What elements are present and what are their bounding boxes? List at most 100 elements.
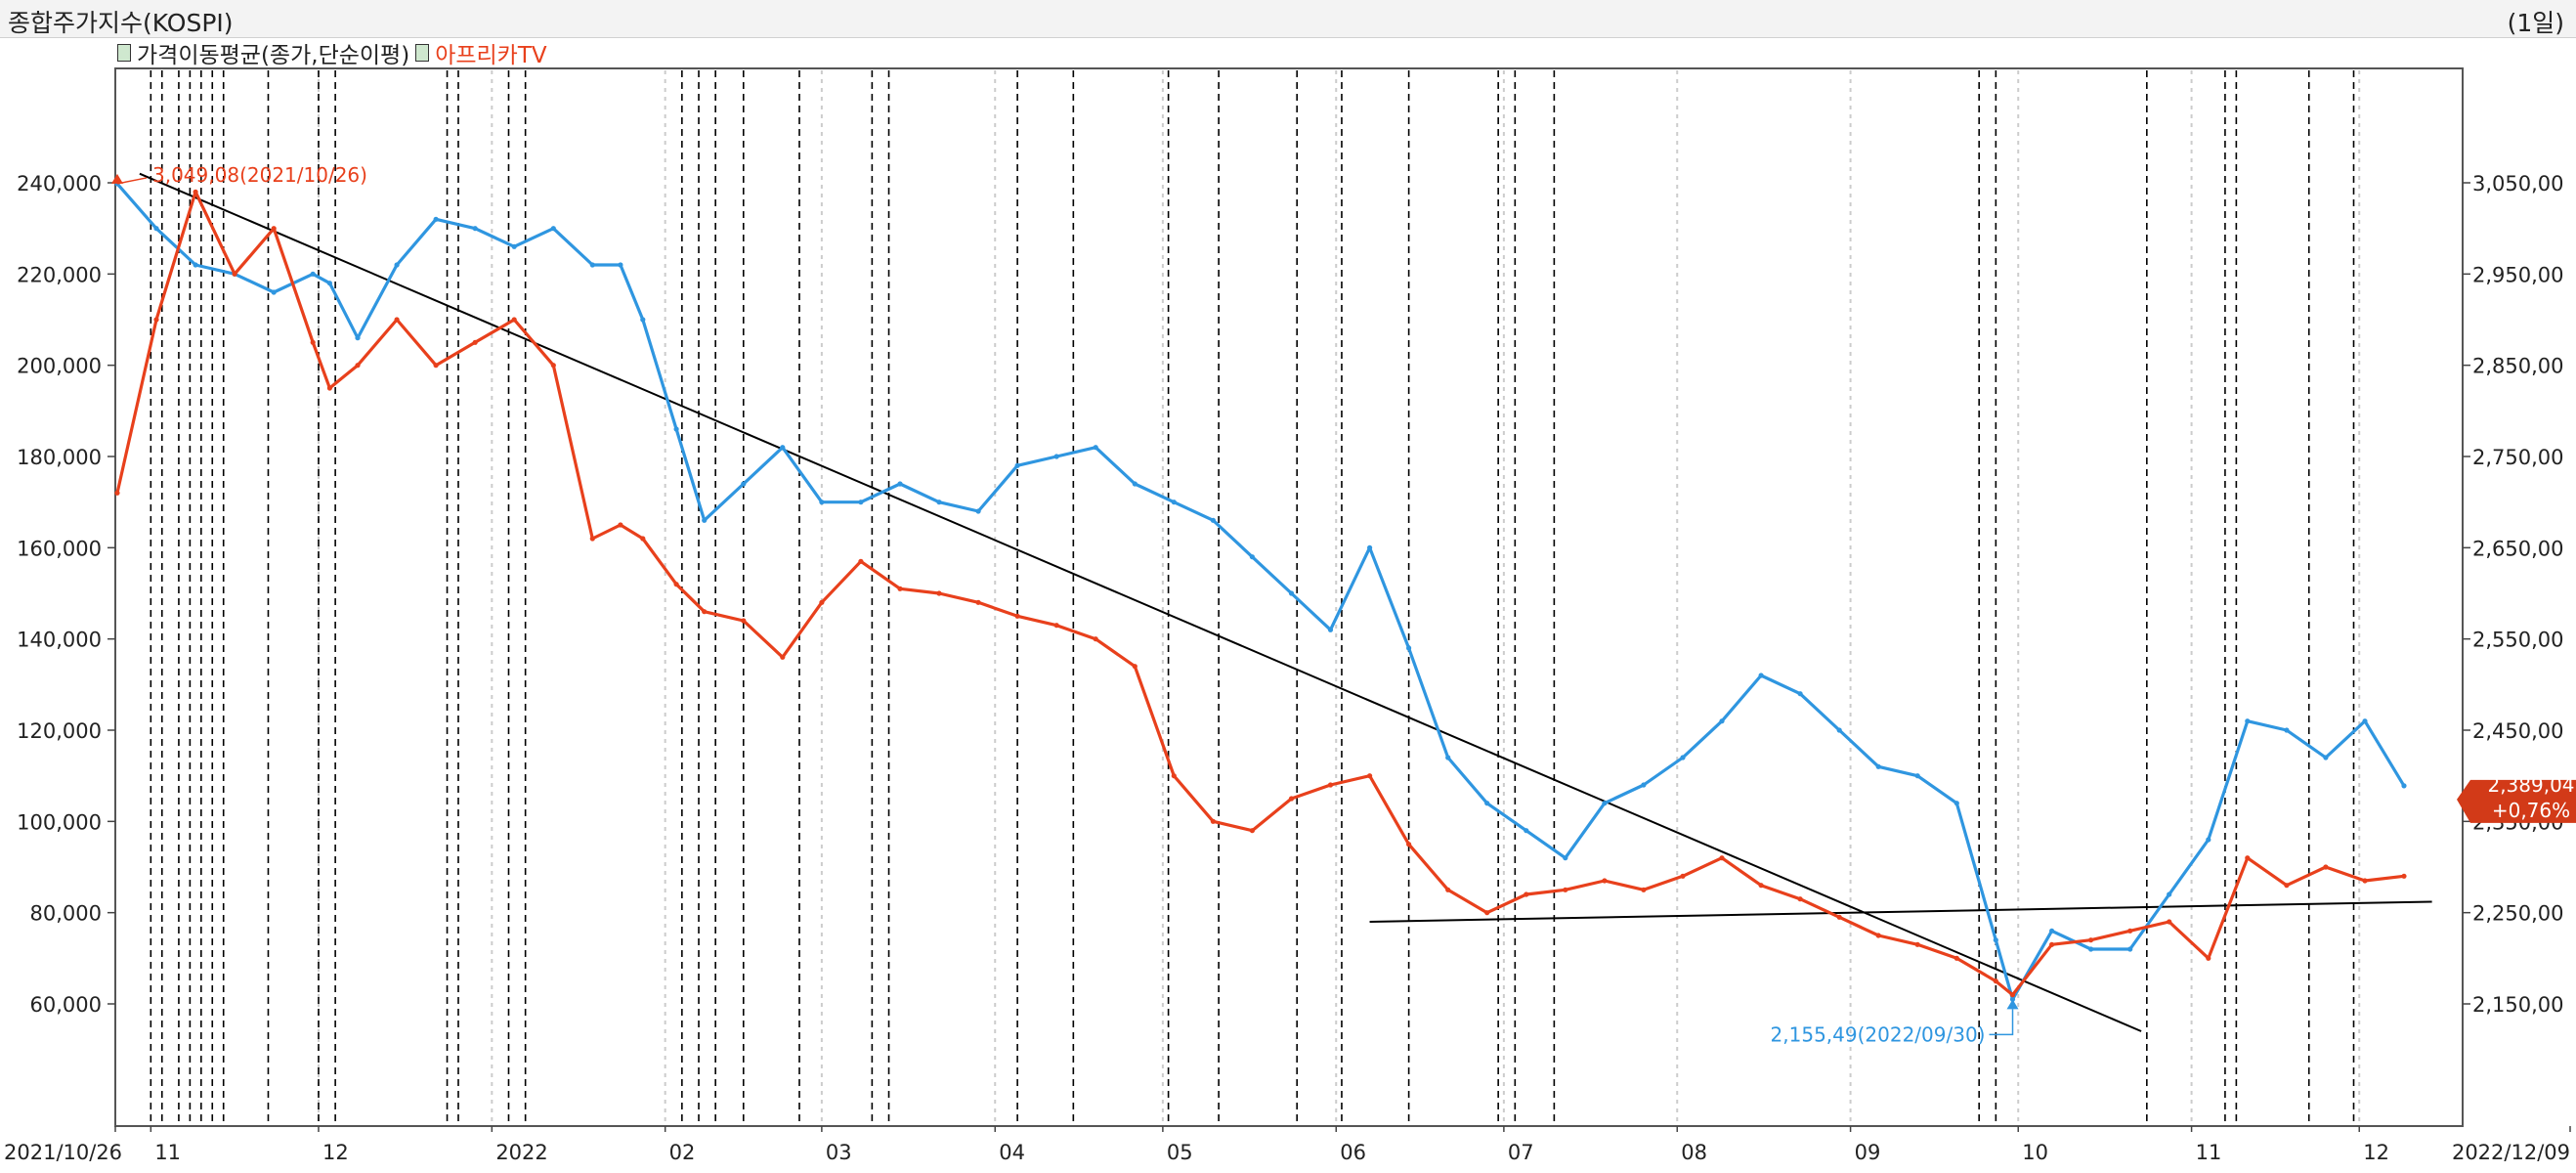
right-axis-label: 2,550,00 bbox=[2472, 629, 2564, 652]
kospi-point bbox=[618, 262, 623, 268]
kospi-point bbox=[640, 317, 646, 323]
kospi-point bbox=[1367, 544, 1373, 550]
afreecatv-point bbox=[1445, 887, 1451, 892]
kospi-point bbox=[472, 226, 478, 232]
left-axis-label: 240,000 bbox=[17, 172, 102, 196]
kospi-point bbox=[1524, 828, 1529, 834]
current-change-label: +0,76% bbox=[2492, 799, 2570, 822]
kospi-point bbox=[2088, 946, 2094, 952]
kospi-point bbox=[897, 481, 903, 487]
kospi-point bbox=[1914, 773, 1920, 779]
kospi-point bbox=[1758, 673, 1764, 678]
afreecatv-point bbox=[2362, 878, 2368, 884]
kospi-point bbox=[310, 271, 316, 277]
afreecatv-point bbox=[1563, 887, 1568, 892]
x-axis-label: 05 bbox=[1167, 1141, 1193, 1164]
kospi-point bbox=[1327, 627, 1334, 632]
kospi-point bbox=[1093, 445, 1098, 451]
title-bar: 종합주가지수(KOSPI) (1일) bbox=[0, 0, 2576, 38]
kospi-point bbox=[2362, 718, 2368, 724]
afreecatv-point bbox=[936, 590, 942, 596]
kospi-point bbox=[1171, 500, 1177, 505]
afreecatv-point bbox=[1327, 782, 1334, 788]
legend-item-afreecatv: 아프리카TV bbox=[435, 43, 547, 68]
kospi-point bbox=[1132, 481, 1138, 487]
period-label[interactable]: (1일) bbox=[2507, 9, 2564, 37]
current-price-label: 2,389,04 bbox=[2487, 773, 2574, 797]
legend-checkbox-afreeca[interactable] bbox=[415, 44, 430, 62]
afreecatv-point bbox=[550, 363, 556, 369]
kospi-point bbox=[153, 226, 159, 232]
kospi-point bbox=[1602, 801, 1608, 806]
kospi-point bbox=[355, 335, 361, 341]
afreecatv-point bbox=[2323, 864, 2329, 870]
x-axis-label: 09 bbox=[1855, 1141, 1881, 1164]
afreecatv-point bbox=[975, 599, 981, 605]
afreecatv-point bbox=[1719, 855, 1725, 861]
afreecatv-point bbox=[2245, 855, 2251, 861]
afreecatv-point bbox=[433, 363, 439, 369]
kospi-point bbox=[2284, 727, 2290, 733]
legend-checkbox-ma[interactable] bbox=[117, 44, 131, 62]
left-axis-label: 200,000 bbox=[17, 355, 102, 378]
x-axis-label: 03 bbox=[826, 1141, 852, 1164]
kospi-point bbox=[1445, 755, 1451, 760]
afreecatv-point bbox=[1875, 933, 1881, 938]
x-axis-label: 06 bbox=[1340, 1141, 1366, 1164]
afreecatv-line bbox=[115, 190, 2405, 997]
afreecatv-point bbox=[858, 558, 864, 564]
afreecatv-point bbox=[1171, 773, 1177, 779]
kospi-line bbox=[115, 182, 2406, 1001]
afreecatv-point bbox=[394, 317, 400, 323]
kospi-point bbox=[1836, 727, 1842, 733]
x-axis-label: 11 bbox=[154, 1141, 181, 1164]
afreecatv-point bbox=[271, 226, 277, 232]
afreecatv-point bbox=[472, 339, 478, 345]
x-axis-label: 2022/12/09 bbox=[2452, 1141, 2570, 1164]
right-axis-label: 2,750,00 bbox=[2472, 446, 2564, 469]
afreecatv-point bbox=[2284, 883, 2290, 889]
x-axis-label: 02 bbox=[669, 1141, 696, 1164]
kospi-point bbox=[1484, 801, 1490, 806]
afreecatv-point bbox=[114, 490, 120, 496]
afreecatv-point bbox=[897, 586, 903, 591]
left-axis-label: 80,000 bbox=[30, 902, 102, 926]
current-price-badge bbox=[2457, 779, 2576, 823]
afreecatv-point bbox=[2167, 919, 2172, 925]
right-axis-label: 2,150,00 bbox=[2472, 993, 2564, 1017]
afreecatv-point bbox=[1524, 891, 1529, 897]
afreecatv-point bbox=[511, 317, 517, 323]
kospi-point bbox=[394, 262, 400, 268]
kospi-point bbox=[1288, 590, 1295, 596]
kospi-point bbox=[819, 500, 825, 505]
kospi-point bbox=[2167, 891, 2172, 897]
afreecatv-point bbox=[780, 654, 786, 660]
x-axis-label: 07 bbox=[1508, 1141, 1534, 1164]
afreecatv-point bbox=[2088, 937, 2094, 943]
kospi-point bbox=[589, 262, 595, 268]
kospi-point bbox=[2049, 928, 2055, 934]
afreecatv-point bbox=[1641, 887, 1647, 892]
trend-line-downtrend bbox=[139, 172, 2142, 1032]
afreecatv-series bbox=[114, 189, 2407, 998]
afreecatv-point bbox=[1484, 910, 1490, 916]
kospi-point bbox=[673, 426, 679, 432]
high-leader bbox=[116, 177, 148, 185]
afreecatv-point bbox=[673, 582, 679, 587]
kospi-point bbox=[1719, 718, 1725, 724]
right-axis-label: 2,650,00 bbox=[2472, 537, 2564, 560]
left-axis-label: 180,000 bbox=[17, 446, 102, 469]
afreecatv-point bbox=[2009, 992, 2016, 998]
left-axis-label: 100,000 bbox=[17, 810, 102, 834]
kospi-point bbox=[702, 517, 708, 523]
afreecatv-point bbox=[1288, 796, 1295, 802]
kospi-point bbox=[2323, 755, 2329, 760]
kospi-point bbox=[511, 243, 517, 249]
x-axis-label: 2022 bbox=[495, 1141, 547, 1164]
left-axis-label: 60,000 bbox=[30, 993, 102, 1017]
kospi-point bbox=[1014, 462, 1020, 468]
low-marker bbox=[2006, 999, 2019, 1010]
x-axis-label: 08 bbox=[1681, 1141, 1707, 1164]
kospi-point bbox=[433, 216, 439, 222]
